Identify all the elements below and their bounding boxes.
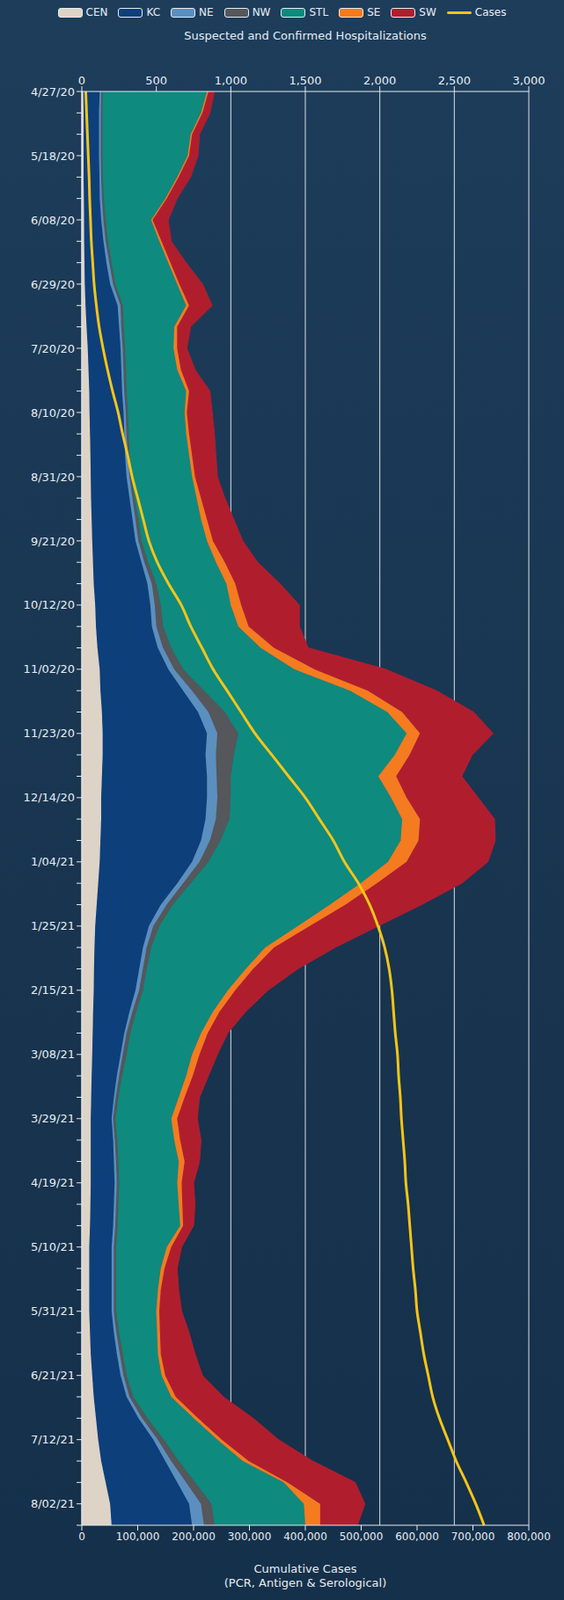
html-text:NW: NW — [252, 6, 271, 19]
svg-text:0: 0 — [78, 73, 86, 88]
svg-text:9/21/20: 9/21/20 — [30, 534, 75, 549]
html-text:NE: NE — [198, 6, 214, 19]
svg-text:11/23/20: 11/23/20 — [23, 726, 75, 740]
html-text:KC: KC — [146, 6, 161, 19]
html-text:Cumulative Cases (PCR, Antigen: Cumulative Cases (PCR, Antigen & Serolog… — [224, 1562, 387, 1590]
svg-text:2,500: 2,500 — [438, 73, 471, 88]
svg-text:1/04/21: 1/04/21 — [30, 855, 75, 869]
svg-text:5/31/21: 5/31/21 — [30, 1304, 75, 1319]
svg-text:8/02/21: 8/02/21 — [30, 1497, 75, 1511]
svg-text:3/29/21: 3/29/21 — [30, 1112, 75, 1126]
svg-text:7/12/21: 7/12/21 — [30, 1433, 75, 1447]
svg-text:11/02/20: 11/02/20 — [23, 662, 75, 676]
svg-text:8/10/20: 8/10/20 — [30, 406, 75, 420]
svg-text:100,000: 100,000 — [116, 1530, 161, 1544]
svg-text:10/12/20: 10/12/20 — [23, 598, 75, 612]
svg-text:300,000: 300,000 — [227, 1530, 272, 1544]
html-text:STL: STL — [309, 6, 329, 19]
svg-text:1,500: 1,500 — [288, 73, 322, 88]
html-text:SW: SW — [419, 6, 437, 19]
svg-text:4/27/20: 4/27/20 — [30, 85, 75, 99]
svg-text:3,000: 3,000 — [512, 73, 545, 88]
svg-text:0: 0 — [78, 1530, 86, 1544]
svg-text:1/25/21: 1/25/21 — [30, 919, 75, 933]
svg-text:6/08/20: 6/08/20 — [30, 213, 75, 228]
svg-text:800,000: 800,000 — [506, 1530, 551, 1544]
svg-text:500,000: 500,000 — [339, 1530, 384, 1544]
svg-text:500: 500 — [145, 73, 168, 88]
svg-text:600,000: 600,000 — [395, 1530, 440, 1544]
html-text:SE: SE — [366, 6, 381, 19]
svg-text:5/18/20: 5/18/20 — [30, 149, 75, 163]
svg-text:8/31/20: 8/31/20 — [30, 470, 75, 484]
svg-text:6/29/20: 6/29/20 — [30, 278, 75, 292]
svg-text:12/14/20: 12/14/20 — [23, 791, 75, 805]
svg-text:1,000: 1,000 — [214, 73, 248, 88]
html-text:Suspected and Confirmed Hospit: Suspected and Confirmed Hospitalizations — [184, 29, 427, 43]
svg-text:2/15/21: 2/15/21 — [30, 983, 75, 997]
svg-text:400,000: 400,000 — [283, 1530, 328, 1544]
svg-text:700,000: 700,000 — [451, 1530, 496, 1544]
svg-text:200,000: 200,000 — [171, 1530, 216, 1544]
html-text:Cases: Cases — [474, 6, 507, 19]
svg-text:2,000: 2,000 — [363, 73, 396, 88]
svg-text:5/10/21: 5/10/21 — [30, 1240, 75, 1254]
svg-text:6/21/21: 6/21/21 — [30, 1369, 75, 1383]
svg-text:4/19/21: 4/19/21 — [30, 1176, 75, 1190]
html-text:CEN: CEN — [85, 6, 108, 19]
svg-text:7/20/20: 7/20/20 — [30, 342, 75, 356]
svg-text:3/08/21: 3/08/21 — [30, 1047, 75, 1062]
